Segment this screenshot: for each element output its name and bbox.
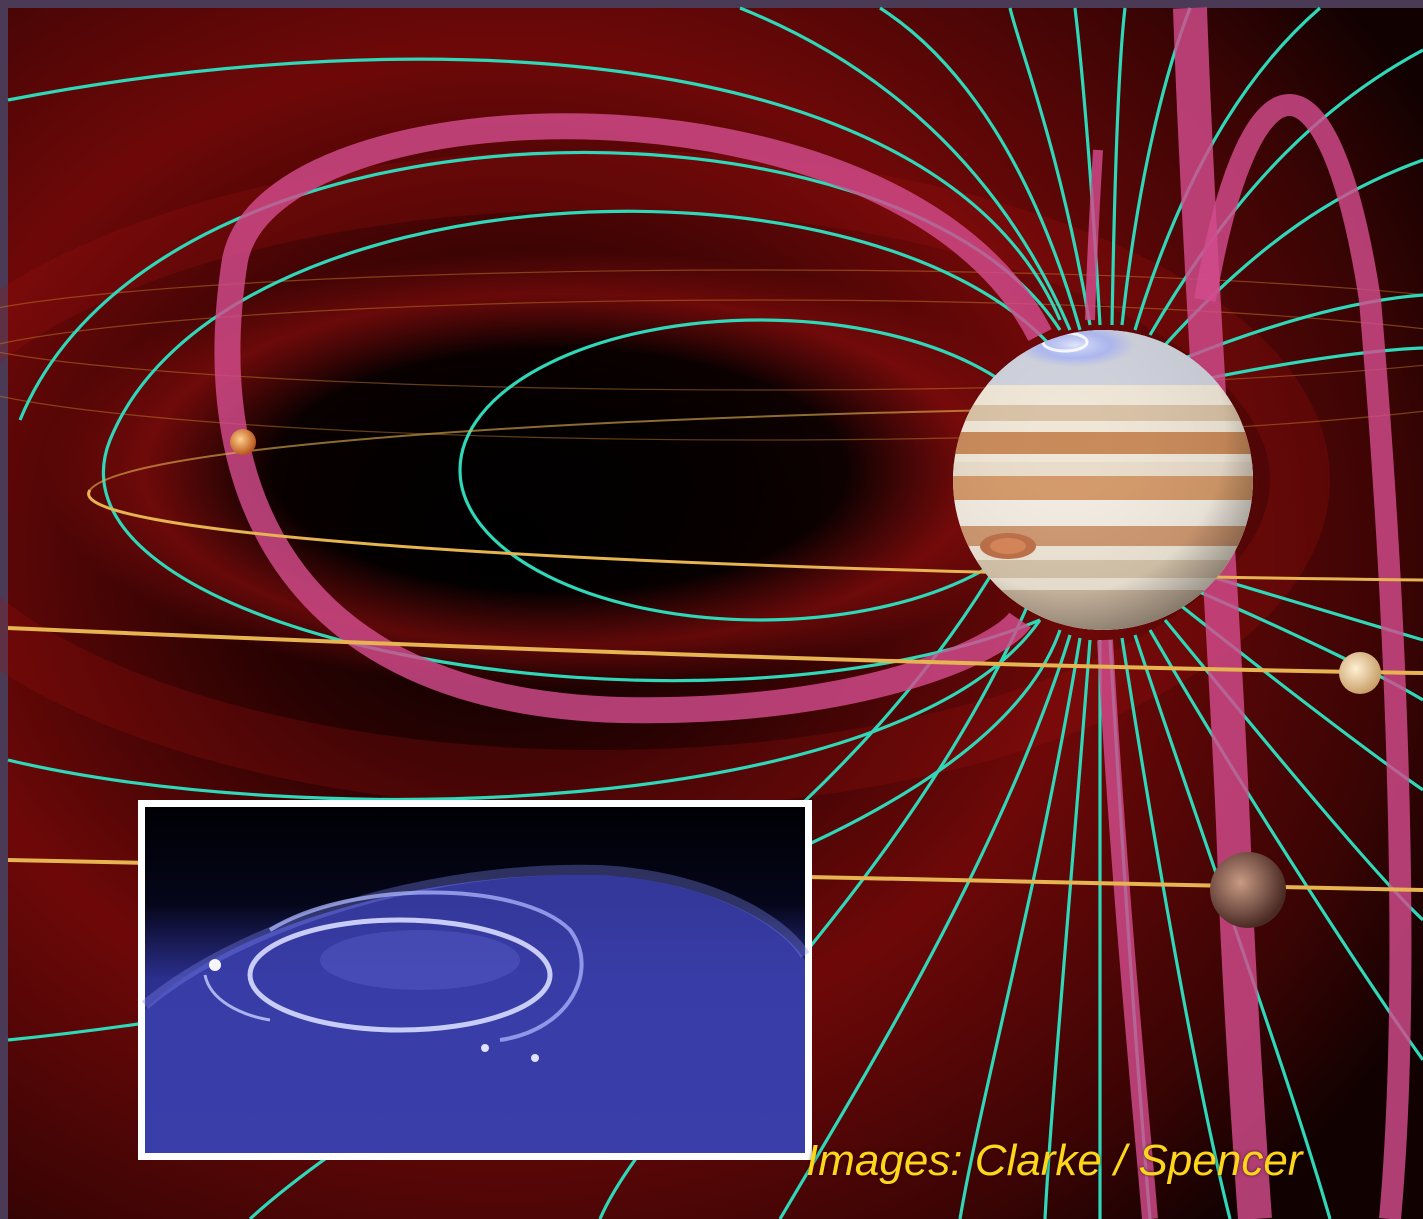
europa-moon — [1339, 652, 1381, 694]
image-credit: Images: Clarke / Spencer — [806, 1136, 1303, 1185]
jupiter-planet — [953, 330, 1253, 630]
io-moon — [230, 429, 256, 455]
aurora-inset-photo — [138, 800, 812, 1160]
ganymede-moon — [1210, 852, 1286, 928]
